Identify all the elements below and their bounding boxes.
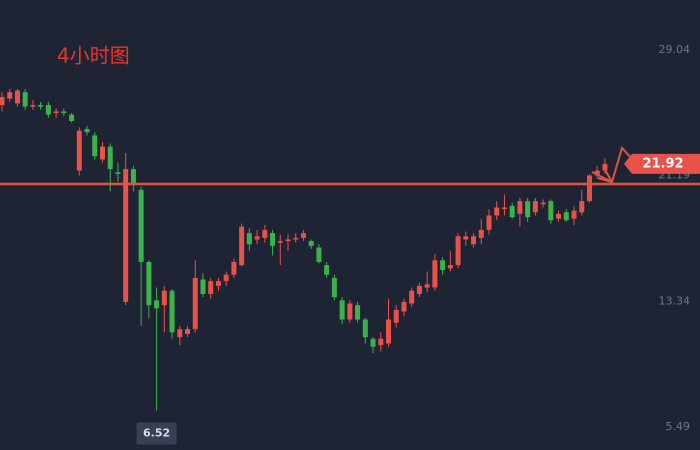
y-tick-label: 5.49	[666, 420, 691, 433]
candle-body	[285, 239, 291, 242]
candle-body	[447, 265, 453, 269]
candle-body	[262, 229, 268, 238]
candle-body	[69, 114, 75, 122]
candle-body	[478, 229, 484, 238]
candle-body	[571, 210, 577, 219]
candle-body	[177, 329, 183, 338]
candle-body	[215, 281, 221, 286]
candle-body	[532, 201, 538, 213]
candle-body	[92, 135, 98, 157]
candle-body	[107, 146, 113, 170]
candle-body	[370, 338, 376, 347]
candle-body	[185, 329, 191, 334]
candle-body	[38, 105, 44, 107]
candle-body	[169, 290, 175, 333]
candle-body	[246, 233, 252, 245]
candle-body	[277, 241, 283, 243]
candle-body	[99, 146, 105, 160]
candle-body	[339, 300, 345, 320]
candle-body	[316, 247, 322, 262]
candle-body	[393, 309, 399, 323]
candle-body	[602, 163, 608, 171]
candle-body	[146, 261, 152, 306]
candle-body	[594, 170, 600, 176]
candle-body	[409, 290, 415, 304]
candle-body	[378, 338, 384, 346]
candle-body	[7, 92, 13, 99]
candle-body	[84, 129, 90, 133]
candle-body	[231, 261, 237, 275]
price-label-box	[624, 153, 700, 174]
candle-body	[525, 201, 531, 218]
candle-body	[30, 105, 36, 107]
annotation-arrow	[591, 146, 634, 184]
candle-body	[293, 237, 299, 240]
candles	[0, 89, 608, 411]
candle-body	[123, 169, 129, 302]
candle-body	[76, 130, 82, 171]
candle-body	[308, 241, 314, 246]
candle-body	[556, 213, 562, 219]
candle-body	[331, 277, 337, 298]
price-label: 21.92	[642, 156, 683, 171]
candle-body	[22, 92, 28, 107]
candle-body	[386, 319, 391, 344]
candle-body	[494, 207, 500, 216]
candle-body	[401, 301, 407, 312]
candle-body	[563, 212, 569, 221]
candle-body	[517, 201, 523, 214]
candle-body	[0, 97, 5, 106]
candle-body	[362, 319, 368, 338]
candle-body	[300, 233, 306, 238]
candle-body	[161, 290, 167, 306]
candle-body	[432, 260, 438, 288]
candle-body	[130, 169, 136, 186]
candle-body	[486, 215, 492, 230]
candle-body	[416, 285, 422, 294]
candle-body	[540, 202, 546, 205]
candle-body	[579, 201, 585, 213]
candle-body	[239, 226, 245, 266]
candle-body	[14, 90, 20, 104]
candle-body	[347, 303, 353, 320]
candle-body	[223, 274, 229, 282]
candle-body	[509, 205, 515, 218]
candle-body	[61, 111, 67, 114]
candle-body	[115, 172, 121, 174]
candle-body	[192, 277, 198, 330]
candle-body	[154, 300, 160, 309]
candle-body	[138, 189, 144, 262]
candle-body	[270, 233, 276, 246]
candle-body	[548, 201, 554, 221]
y-tick-label: 13.34	[659, 294, 691, 307]
candle-body	[208, 281, 214, 294]
candle-body	[254, 236, 260, 240]
candle-body	[200, 279, 206, 294]
candle-body	[355, 305, 361, 320]
candle-body	[463, 236, 469, 240]
chart-title: 4小时图	[57, 44, 130, 68]
candle-body	[501, 207, 507, 210]
candle-body	[424, 284, 430, 288]
candle-body	[586, 175, 592, 202]
y-tick-label: 29.04	[659, 43, 691, 56]
candle-body	[53, 111, 59, 114]
candle-body	[455, 236, 461, 266]
low-label-box	[136, 422, 177, 445]
low-label: 6.52	[143, 426, 170, 439]
candle-body	[324, 265, 330, 275]
overlay: 21.92 6.52	[0, 146, 700, 445]
candle-body	[471, 236, 477, 245]
candle-body	[440, 260, 446, 270]
candle-body	[45, 105, 51, 115]
